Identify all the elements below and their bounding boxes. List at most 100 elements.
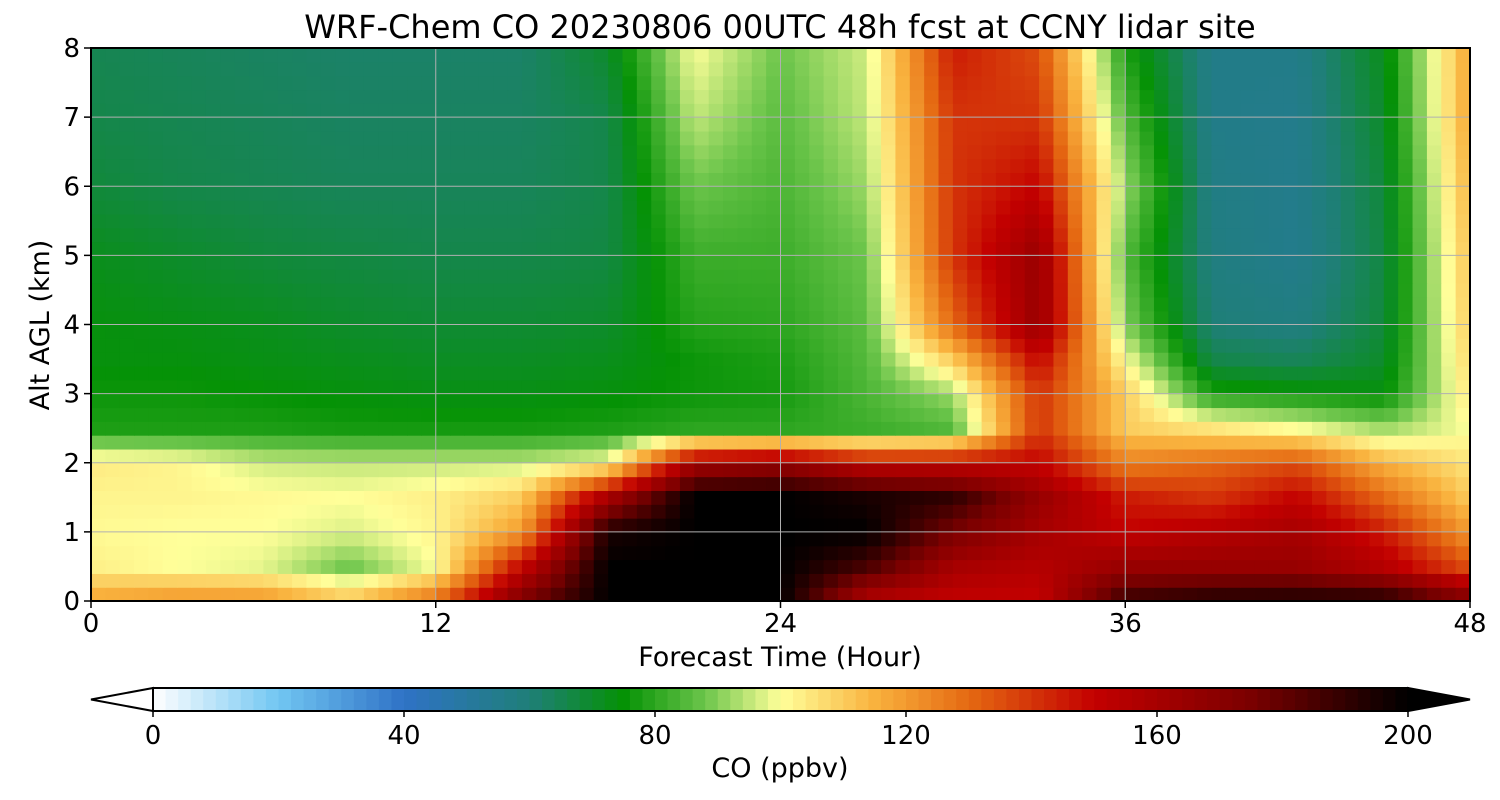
heatmap-cell (1153, 61, 1169, 77)
heatmap-cell (1355, 241, 1371, 256)
heatmap-cell (1426, 476, 1442, 491)
heatmap-cell (177, 448, 193, 464)
heatmap-cell (780, 241, 796, 256)
heatmap-cell (909, 448, 925, 464)
heatmap-cell (191, 144, 207, 160)
heatmap-cell (981, 559, 997, 574)
colorbar-swatch (491, 688, 505, 711)
heatmap-cell (1139, 213, 1155, 229)
heatmap-cell (1053, 352, 1069, 367)
heatmap-cell (1398, 310, 1414, 326)
heatmap-cell (1254, 310, 1270, 326)
heatmap-cell (1125, 531, 1141, 547)
heatmap-cell (1197, 531, 1213, 547)
heatmap-cell (924, 89, 940, 104)
heatmap-cell (1268, 255, 1284, 270)
heatmap-cell (1024, 504, 1040, 519)
heatmap-cell (837, 338, 853, 353)
heatmap-cell (1441, 435, 1457, 450)
heatmap-cell (1426, 573, 1442, 588)
heatmap-cell (636, 158, 652, 174)
heatmap-cell (521, 379, 537, 395)
heatmap-cell (1197, 379, 1213, 395)
heatmap-cell (823, 545, 839, 561)
heatmap-cell (981, 379, 997, 395)
heatmap-cell (952, 200, 968, 215)
heatmap-cell (1197, 241, 1213, 256)
heatmap-cell (1096, 103, 1112, 118)
heatmap-cell (1369, 296, 1385, 312)
heatmap-cell (1168, 435, 1184, 450)
heatmap-cell (823, 269, 839, 284)
heatmap-cell (493, 227, 509, 243)
heatmap-cell (162, 89, 178, 104)
heatmap-cell (694, 504, 710, 519)
heatmap-cell (1441, 393, 1457, 409)
heatmap-cell (119, 310, 135, 326)
heatmap-cell (579, 310, 595, 326)
heatmap-cell (981, 545, 997, 561)
heatmap-cell (1125, 158, 1141, 174)
heatmap-cell (91, 130, 106, 146)
heatmap-cell (636, 365, 652, 381)
heatmap-cell (1369, 213, 1385, 229)
heatmap-cell (766, 379, 782, 395)
heatmap-cell (794, 338, 810, 353)
heatmap-cell (1211, 393, 1227, 409)
heatmap-cell (450, 421, 466, 436)
heatmap-cell (1110, 89, 1126, 104)
heatmap-cell (593, 476, 609, 491)
heatmap-cell (263, 130, 279, 146)
heatmap-cell (536, 227, 552, 243)
heatmap-cell (837, 407, 853, 422)
heatmap-cell (478, 504, 494, 519)
heatmap-cell (1383, 117, 1399, 132)
heatmap-cell (134, 89, 150, 104)
colorbar-swatch (378, 688, 393, 711)
heatmap-cell (464, 117, 480, 132)
heatmap-cell (1326, 269, 1342, 284)
heatmap-cell (651, 338, 667, 353)
heatmap-cell (1340, 296, 1356, 312)
heatmap-cell (191, 352, 207, 367)
heatmap-cell (1139, 559, 1155, 574)
heatmap-cell (91, 61, 106, 77)
heatmap-cell (579, 103, 595, 118)
heatmap-cell (1455, 504, 1470, 519)
colorbar-swatch (843, 688, 857, 711)
heatmap-cell (220, 573, 236, 588)
heatmap-cell (593, 407, 609, 422)
heatmap-cell (852, 172, 868, 187)
heatmap-cell (478, 324, 494, 339)
heatmap-cell (507, 227, 523, 243)
heatmap-cell (909, 48, 925, 63)
heatmap-cell (1225, 255, 1241, 270)
heatmap-cell (1153, 48, 1169, 63)
heatmap-cell (895, 531, 911, 547)
heatmap-cell (1268, 518, 1284, 533)
heatmap-cell (881, 379, 897, 395)
heatmap-cell (1455, 435, 1470, 450)
heatmap-cell (1369, 255, 1385, 270)
heatmap-cell (622, 213, 638, 229)
heatmap-cell (134, 435, 150, 450)
heatmap-cell (1268, 365, 1284, 381)
heatmap-cell (191, 421, 207, 436)
heatmap-cell (105, 227, 121, 243)
heatmap-cell (866, 186, 882, 201)
heatmap-cell (349, 476, 365, 491)
heatmap-cell (895, 365, 911, 381)
heatmap-cell (306, 172, 322, 187)
heatmap-cell (794, 241, 810, 256)
heatmap-cell (1398, 103, 1414, 118)
heatmap-cell (392, 89, 408, 104)
heatmap-cell (392, 407, 408, 422)
heatmap-cell (1039, 531, 1055, 547)
heatmap-cell (866, 393, 882, 409)
heatmap-cell (622, 573, 638, 588)
heatmap-cell (521, 587, 537, 601)
heatmap-cell (694, 310, 710, 326)
heatmap-cell (1225, 130, 1241, 146)
heatmap-cell (234, 241, 250, 256)
heatmap-cell (694, 61, 710, 77)
